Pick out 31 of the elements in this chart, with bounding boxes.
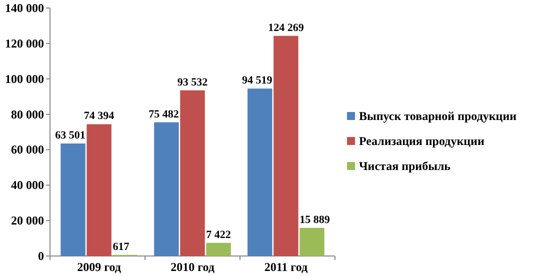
data-label: 74 394 [84, 110, 115, 122]
y-tick-label: 60 000 [11, 142, 44, 157]
x-tick-label: 2010 год [170, 260, 214, 274]
bar [60, 144, 86, 256]
y-tick-label: 80 000 [11, 107, 44, 122]
data-label: 63 501 [55, 130, 86, 142]
y-tick-label: 100 000 [5, 72, 44, 86]
legend-label: Чистая прибыль [359, 159, 452, 173]
data-label: 93 532 [177, 76, 208, 88]
legend-label: Реализация продукции [359, 134, 484, 148]
y-tick-label: 120 000 [5, 36, 44, 50]
bar [206, 242, 231, 256]
data-label: 7 422 [206, 228, 232, 241]
bar [154, 122, 179, 256]
y-tick-label: 0 [38, 249, 44, 263]
y-tick-label: 20 000 [11, 214, 44, 228]
bar [86, 124, 112, 256]
y-tick-label: 40 000 [11, 178, 44, 192]
x-tick-label: 2009 год [77, 260, 121, 274]
y-tick-label: 140 000 [5, 1, 44, 15]
bar [180, 90, 205, 256]
bar [274, 36, 298, 256]
x-tick-label: 2011 год [264, 260, 308, 274]
data-label: 124 269 [268, 22, 304, 34]
bar [300, 228, 324, 256]
data-label: 15 889 [300, 214, 330, 226]
legend-label: Выпуск товарной продукции [359, 109, 517, 123]
data-label: 617 [112, 240, 130, 253]
bar [248, 88, 272, 256]
data-label: 94 519 [242, 74, 273, 87]
data-label: 75 482 [148, 108, 180, 120]
